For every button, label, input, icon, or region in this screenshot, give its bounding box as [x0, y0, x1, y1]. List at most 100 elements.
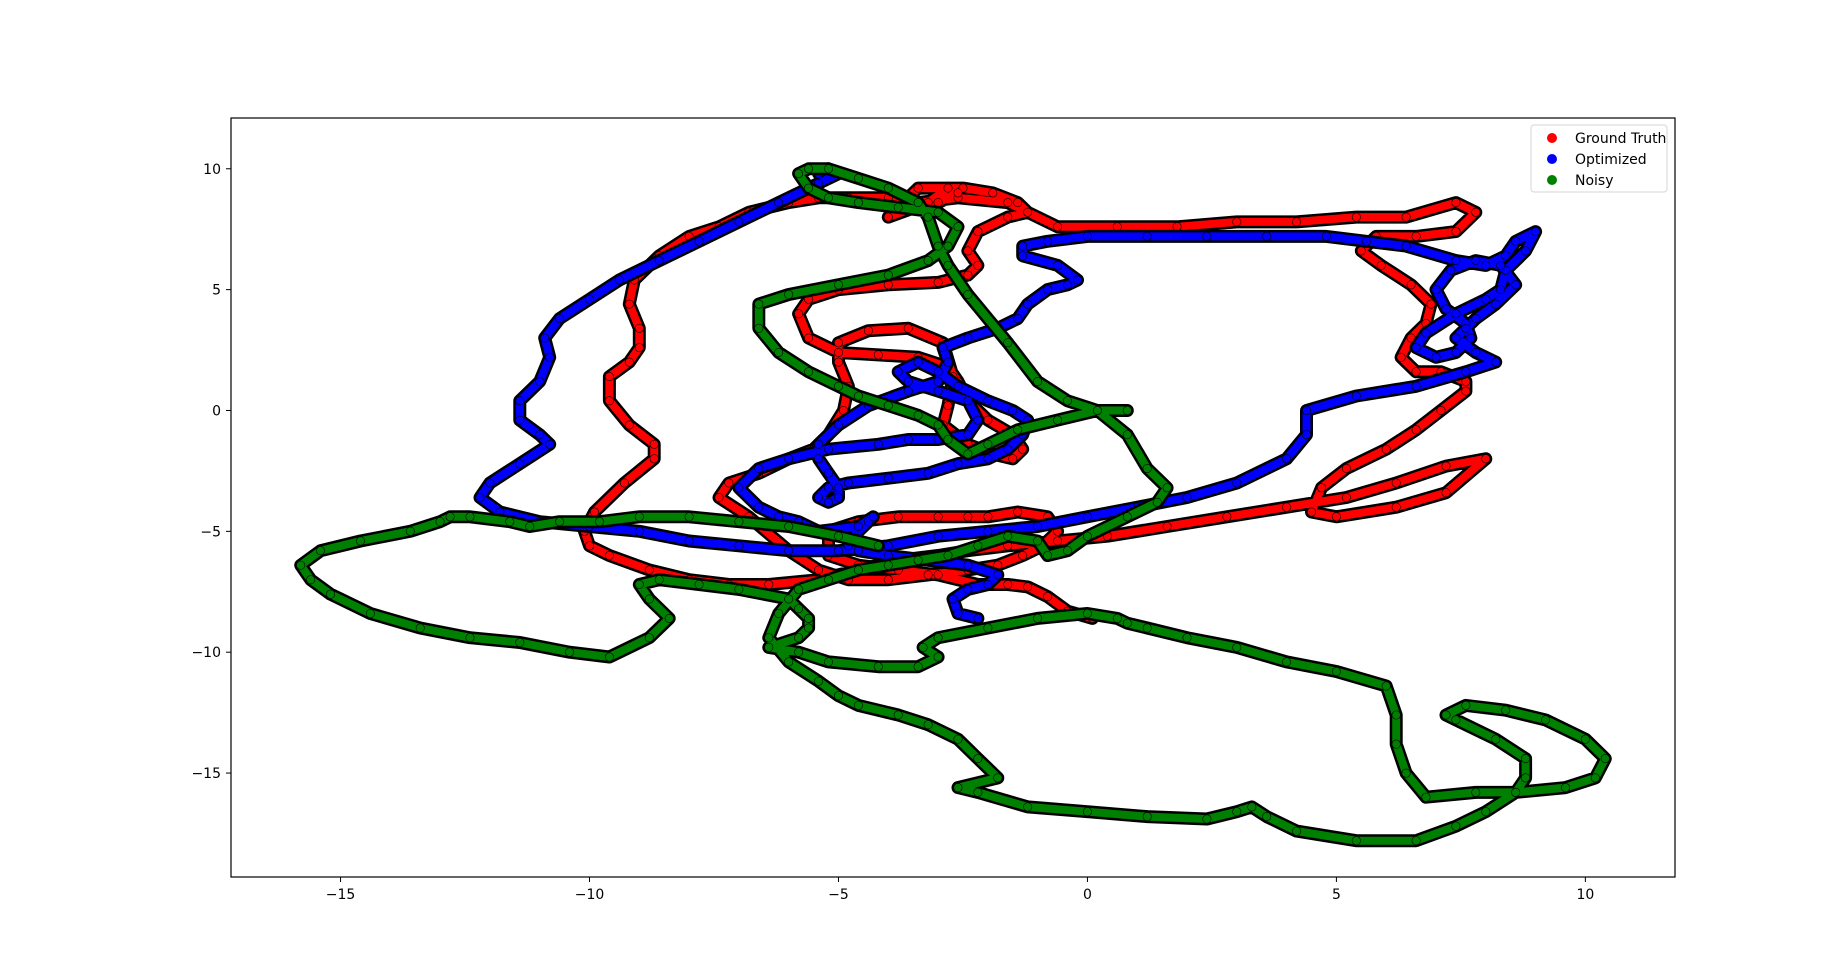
point-ground-truth	[973, 227, 983, 237]
point-ground-truth	[1317, 483, 1327, 493]
point-noisy	[594, 517, 604, 527]
point-optimized	[1466, 333, 1476, 343]
point-ground-truth	[1441, 488, 1451, 498]
point-ground-truth	[814, 565, 824, 575]
point-optimized	[545, 439, 555, 449]
point-optimized	[694, 236, 704, 246]
point-ground-truth	[1356, 246, 1366, 256]
point-ground-truth	[634, 323, 644, 333]
point-optimized	[754, 502, 764, 512]
point-optimized	[1082, 231, 1092, 241]
point-noisy	[794, 633, 804, 643]
point-optimized	[913, 357, 923, 367]
point-optimized	[1401, 241, 1411, 251]
point-optimized	[634, 526, 644, 536]
point-noisy	[893, 202, 903, 212]
point-optimized	[1411, 381, 1421, 391]
point-optimized	[1521, 246, 1531, 256]
point-ground-truth	[1451, 198, 1461, 208]
point-noisy	[1401, 768, 1411, 778]
point-ground-truth	[619, 478, 629, 488]
point-optimized	[1461, 367, 1471, 377]
point-optimized	[1451, 333, 1461, 343]
point-optimized	[1496, 285, 1506, 295]
point-noisy	[664, 613, 674, 623]
point-ground-truth	[714, 492, 724, 502]
point-noisy	[1441, 710, 1451, 720]
point-optimized	[654, 256, 664, 266]
point-optimized	[933, 531, 943, 541]
point-noisy	[1043, 550, 1053, 560]
point-noisy	[764, 633, 774, 643]
point-ground-truth	[624, 420, 634, 430]
point-noisy	[794, 647, 804, 657]
point-optimized	[1496, 260, 1506, 270]
point-noisy	[1491, 734, 1501, 744]
point-noisy	[316, 546, 326, 556]
point-optimized	[883, 473, 893, 483]
point-noisy	[883, 270, 893, 280]
point-noisy	[1292, 826, 1302, 836]
point-noisy	[1381, 681, 1391, 691]
point-noisy	[833, 691, 843, 701]
point-noisy	[694, 579, 704, 589]
point-optimized	[1531, 227, 1541, 237]
point-noisy	[1082, 531, 1092, 541]
point-noisy	[1082, 608, 1092, 618]
point-noisy	[1351, 836, 1361, 846]
point-noisy	[933, 420, 943, 430]
point-optimized	[963, 584, 973, 594]
point-ground-truth	[863, 326, 873, 336]
point-optimized	[545, 352, 555, 362]
point-noisy	[804, 164, 814, 174]
point-optimized	[535, 376, 545, 386]
point-ground-truth	[1391, 478, 1401, 488]
point-noisy	[794, 584, 804, 594]
point-ground-truth	[1331, 512, 1341, 522]
point-ground-truth	[1003, 198, 1013, 208]
point-noisy	[1411, 836, 1421, 846]
point-ground-truth	[953, 188, 963, 198]
point-optimized	[973, 415, 983, 425]
point-ground-truth	[1008, 454, 1018, 464]
point-noisy	[525, 521, 535, 531]
point-noisy	[1033, 613, 1043, 623]
point-ground-truth	[1172, 222, 1182, 232]
point-noisy	[1590, 773, 1600, 783]
point-ground-truth	[604, 550, 614, 560]
point-optimized	[614, 275, 624, 285]
point-noisy	[634, 512, 644, 522]
point-noisy	[1033, 536, 1043, 546]
x-tick-label: 10	[1576, 887, 1594, 903]
point-ground-truth	[604, 372, 614, 382]
point-optimized	[754, 463, 764, 473]
point-optimized	[1451, 347, 1461, 357]
point-noisy	[973, 787, 983, 797]
point-noisy	[306, 575, 316, 585]
point-noisy	[963, 289, 973, 299]
point-ground-truth	[963, 512, 973, 522]
point-optimized	[515, 415, 525, 425]
point-noisy	[943, 241, 953, 251]
legend: Ground Truth Optimized Noisy	[1530, 124, 1668, 193]
x-axis: −15 −10 −5 0 5 10	[326, 877, 1594, 903]
point-noisy	[973, 541, 983, 551]
point-optimized	[1471, 314, 1481, 324]
point-ground-truth	[589, 507, 599, 517]
point-noisy	[1092, 405, 1102, 415]
point-optimized	[993, 570, 1003, 580]
point-noisy	[1247, 802, 1257, 812]
point-optimized	[1082, 512, 1092, 522]
point-noisy	[465, 633, 475, 643]
point-ground-truth	[1292, 217, 1302, 227]
point-noisy	[1033, 376, 1043, 386]
point-optimized	[1481, 294, 1491, 304]
point-optimized	[1053, 260, 1063, 270]
point-noisy	[953, 222, 963, 232]
point-ground-truth	[1018, 550, 1028, 560]
point-noisy	[644, 594, 654, 604]
series-optimized-line	[476, 164, 1540, 623]
point-ground-truth	[1003, 212, 1013, 222]
point-optimized	[784, 546, 794, 556]
legend-box	[1530, 124, 1668, 193]
